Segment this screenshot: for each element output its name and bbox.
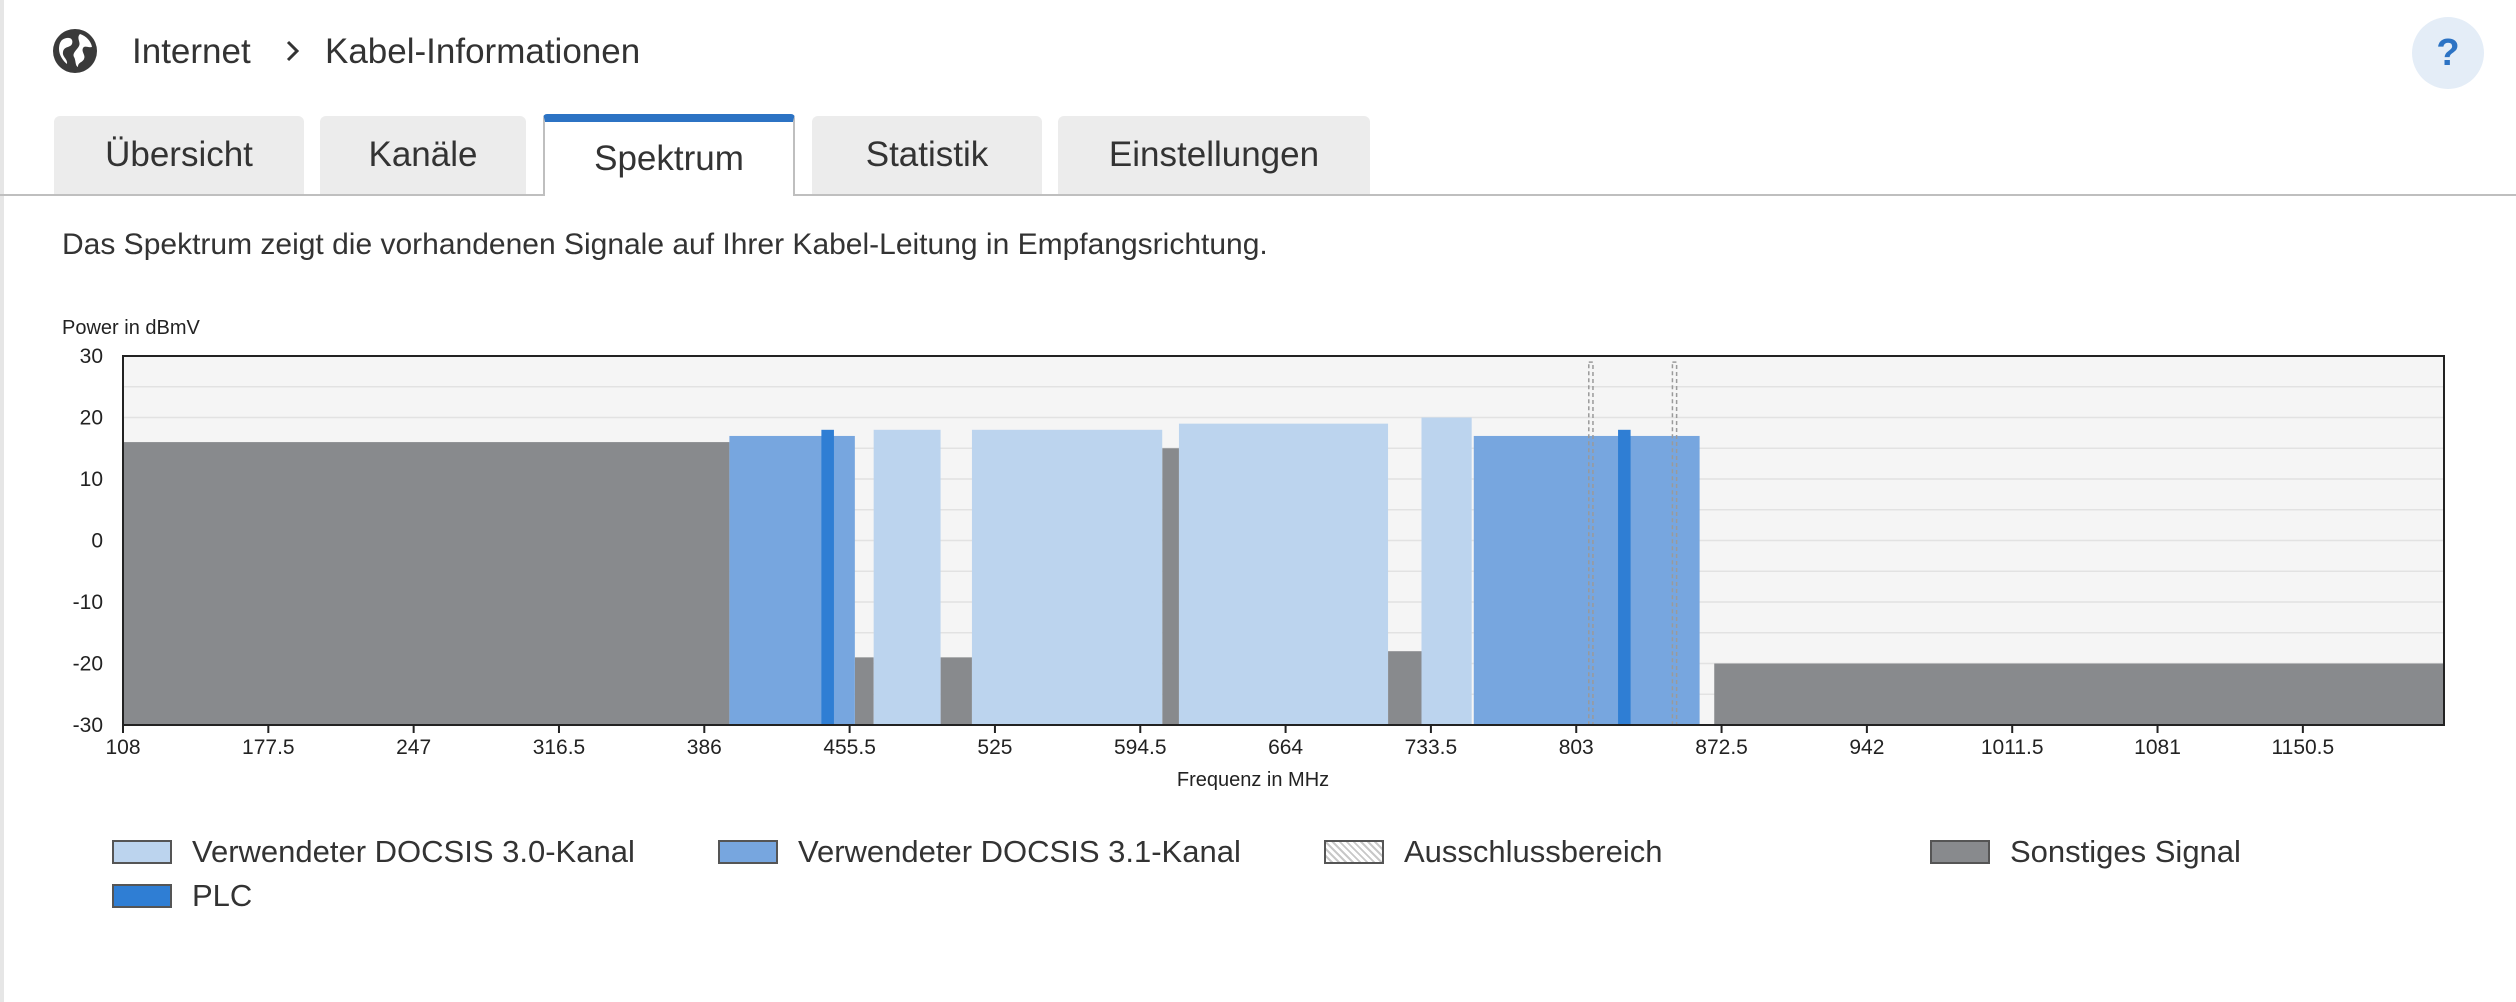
legend-label-docsis30: Verwendeter DOCSIS 3.0-Kanal bbox=[192, 834, 635, 869]
x-tick-label: 316.5 bbox=[533, 736, 586, 759]
x-tick-labels: 108 177.5 247 316.5 386 455.5 525 594.5 664 733.5… bbox=[105, 725, 2334, 759]
spectrum-description: Das Spektrum zeigt die vorhandenen Signa… bbox=[62, 228, 1268, 261]
x-tick-label: 594.5 bbox=[1114, 736, 1167, 759]
docsis30-channel-area bbox=[1178, 423, 1389, 725]
y-tick-label: 20 bbox=[80, 407, 103, 430]
legend-swatch-docsis30 bbox=[112, 840, 172, 864]
x-tick-label: 872.5 bbox=[1695, 736, 1748, 759]
legend-swatch-plc bbox=[112, 884, 172, 908]
docsis31-channel-area bbox=[729, 435, 855, 725]
legend-swatch-docsis31 bbox=[718, 840, 778, 864]
page-left-border bbox=[0, 0, 4, 1002]
y-tick-label: 30 bbox=[80, 345, 103, 368]
x-tick-label: 1011.5 bbox=[1981, 736, 2044, 759]
legend-swatch-ausschluss bbox=[1324, 840, 1384, 864]
legend-swatch-sonstiges bbox=[1930, 840, 1990, 864]
x-tick-label: 108 bbox=[105, 736, 140, 759]
signal-areas bbox=[123, 361, 2444, 726]
exclusion-marker bbox=[1671, 361, 1678, 726]
legend-label-plc: PLC bbox=[192, 878, 253, 913]
legend-label-sonstiges: Sonstiges Signal bbox=[2010, 834, 2241, 869]
x-tick-label: 1081 bbox=[2134, 736, 2181, 759]
y-tick-label: -30 bbox=[73, 714, 103, 737]
other-signal-area bbox=[940, 657, 972, 725]
legend-sonstiges: Sonstiges Signal bbox=[1930, 834, 2241, 870]
legend-label-ausschluss: Ausschlussbereich bbox=[1404, 834, 1663, 869]
x-tick-label: 664 bbox=[1268, 736, 1303, 759]
plc-marker bbox=[1618, 429, 1631, 725]
x-tick-label: 1150.5 bbox=[2272, 736, 2335, 759]
tab-spektrum[interactable]: Spektrum bbox=[543, 114, 795, 196]
legend-plc: PLC bbox=[112, 878, 252, 914]
other-signal-area bbox=[123, 442, 730, 725]
legend-docsis31: Verwendeter DOCSIS 3.1-Kanal bbox=[718, 834, 1241, 870]
other-signal-area bbox=[1162, 448, 1179, 725]
breadcrumb-internet[interactable]: Internet bbox=[132, 32, 251, 71]
x-tick-label: 177.5 bbox=[242, 736, 295, 759]
plc-marker bbox=[821, 429, 834, 725]
y-axis-title: Power in dBmV bbox=[62, 317, 200, 339]
x-tick-label: 525 bbox=[977, 736, 1012, 759]
tab-einstellungen[interactable]: Einstellungen bbox=[1058, 116, 1370, 194]
x-tick-label: 455.5 bbox=[823, 736, 876, 759]
x-tick-label: 733.5 bbox=[1405, 736, 1458, 759]
y-tick-label: -10 bbox=[73, 591, 103, 614]
breadcrumb-current-page: Kabel-Informationen bbox=[325, 32, 641, 71]
help-button[interactable]: ? bbox=[2412, 17, 2484, 89]
x-tick-label: 386 bbox=[687, 736, 722, 759]
other-signal-area bbox=[854, 657, 874, 725]
y-tick-label: 0 bbox=[91, 530, 103, 553]
legend-ausschluss: Ausschlussbereich bbox=[1324, 834, 1662, 870]
tab-kanaele[interactable]: Kanäle bbox=[320, 116, 526, 194]
tabbar-divider bbox=[0, 194, 2516, 196]
docsis31-channel-area bbox=[1473, 435, 1700, 725]
y-tick-labels: 30 20 10 0 -10 -20 -30 bbox=[73, 345, 103, 737]
exclusion-marker bbox=[1588, 361, 1594, 726]
plot-frame bbox=[122, 355, 2445, 726]
x-tick-label: 942 bbox=[1849, 736, 1884, 759]
docsis30-channel-area bbox=[873, 429, 941, 725]
docsis30-channel-area bbox=[971, 429, 1163, 725]
tab-statistik[interactable]: Statistik bbox=[812, 116, 1042, 194]
tab-uebersicht[interactable]: Übersicht bbox=[54, 116, 304, 194]
y-tick-label: -20 bbox=[73, 653, 103, 676]
x-axis-title: Frequenz in MHz bbox=[1177, 769, 1329, 791]
legend-label-docsis31: Verwendeter DOCSIS 3.1-Kanal bbox=[798, 834, 1241, 869]
x-tick-label: 803 bbox=[1559, 736, 1594, 759]
chevron-right-icon bbox=[286, 40, 300, 62]
docsis30-channel-area bbox=[1421, 417, 1472, 725]
spectrum-chart: Power in dBmV 30 20 10 0 -10 -20 -30 108 177.5 2… bbox=[62, 317, 2445, 791]
other-signal-area bbox=[1714, 663, 2444, 725]
legend-docsis30: Verwendeter DOCSIS 3.0-Kanal bbox=[112, 834, 635, 870]
y-tick-label: 10 bbox=[80, 468, 103, 491]
x-tick-label: 247 bbox=[396, 736, 431, 759]
other-signal-area bbox=[1388, 651, 1422, 725]
globe-icon bbox=[53, 29, 97, 73]
